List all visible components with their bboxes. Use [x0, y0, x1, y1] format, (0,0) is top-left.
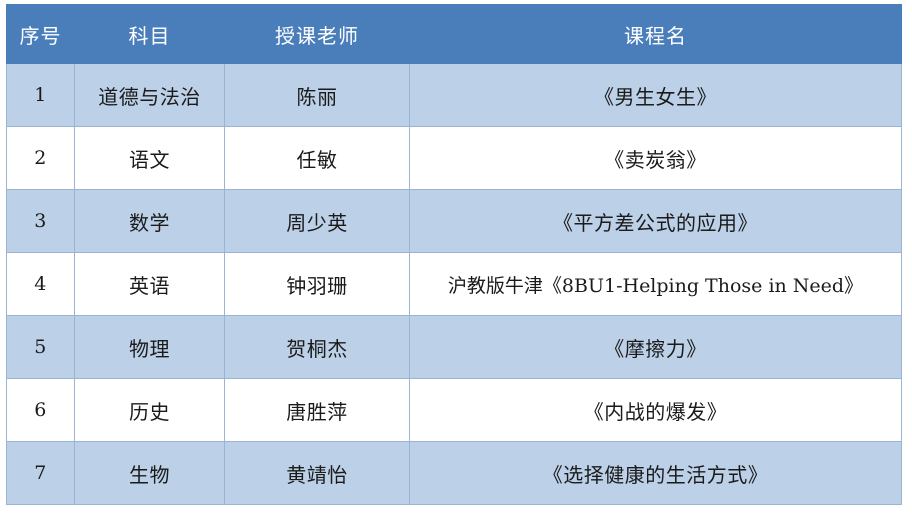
- cell-teacher: 贺桐杰: [224, 315, 410, 379]
- cell-course: 《摩擦力》: [409, 315, 902, 379]
- cell-index: 3: [6, 189, 75, 253]
- table-row: 4 英语 钟羽珊 沪教版牛津《8BU1-Helping Those in Nee…: [6, 252, 902, 316]
- table-row: 1 道德与法治 陈丽 《男生女生》: [6, 63, 902, 127]
- schedule-table-container: 序号 科目 授课老师 课程名 1 道德与法治 陈丽 《男生女生》 2 语文 任敏…: [6, 4, 902, 507]
- cell-teacher: 陈丽: [224, 63, 410, 127]
- cell-subject: 数学: [74, 189, 225, 253]
- cell-teacher: 唐胜萍: [224, 378, 410, 442]
- cell-index: 4: [6, 252, 75, 316]
- column-header-index: 序号: [6, 4, 75, 64]
- cell-subject: 道德与法治: [74, 63, 225, 127]
- schedule-table: 序号 科目 授课老师 课程名 1 道德与法治 陈丽 《男生女生》 2 语文 任敏…: [6, 4, 902, 505]
- table-header: 序号 科目 授课老师 课程名: [6, 4, 902, 64]
- table-row: 3 数学 周少英 《平方差公式的应用》: [6, 189, 902, 253]
- cell-index: 1: [6, 63, 75, 127]
- cell-subject: 物理: [74, 315, 225, 379]
- cell-course: 《选择健康的生活方式》: [409, 441, 902, 505]
- table-row: 6 历史 唐胜萍 《内战的爆发》: [6, 378, 902, 442]
- column-header-course: 课程名: [409, 4, 902, 64]
- cell-subject: 语文: [74, 126, 225, 190]
- cell-index: 2: [6, 126, 75, 190]
- cell-index: 7: [6, 441, 75, 505]
- cell-course: 《卖炭翁》: [409, 126, 902, 190]
- cell-teacher: 黄靖怡: [224, 441, 410, 505]
- cell-index: 5: [6, 315, 75, 379]
- cell-course: 《男生女生》: [409, 63, 902, 127]
- table-body: 1 道德与法治 陈丽 《男生女生》 2 语文 任敏 《卖炭翁》 3 数学 周少英…: [6, 63, 902, 505]
- cell-index: 6: [6, 378, 75, 442]
- column-header-subject: 科目: [74, 4, 225, 64]
- cell-subject: 历史: [74, 378, 225, 442]
- cell-teacher: 钟羽珊: [224, 252, 410, 316]
- cell-course: 《内战的爆发》: [409, 378, 902, 442]
- table-row: 7 生物 黄靖怡 《选择健康的生活方式》: [6, 441, 902, 505]
- header-row: 序号 科目 授课老师 课程名: [6, 4, 902, 64]
- table-row: 5 物理 贺桐杰 《摩擦力》: [6, 315, 902, 379]
- table-row: 2 语文 任敏 《卖炭翁》: [6, 126, 902, 190]
- cell-course: 《平方差公式的应用》: [409, 189, 902, 253]
- cell-teacher: 周少英: [224, 189, 410, 253]
- column-header-teacher: 授课老师: [224, 4, 410, 64]
- cell-subject: 英语: [74, 252, 225, 316]
- cell-course: 沪教版牛津《8BU1-Helping Those in Need》: [409, 252, 902, 316]
- cell-teacher: 任敏: [224, 126, 410, 190]
- cell-subject: 生物: [74, 441, 225, 505]
